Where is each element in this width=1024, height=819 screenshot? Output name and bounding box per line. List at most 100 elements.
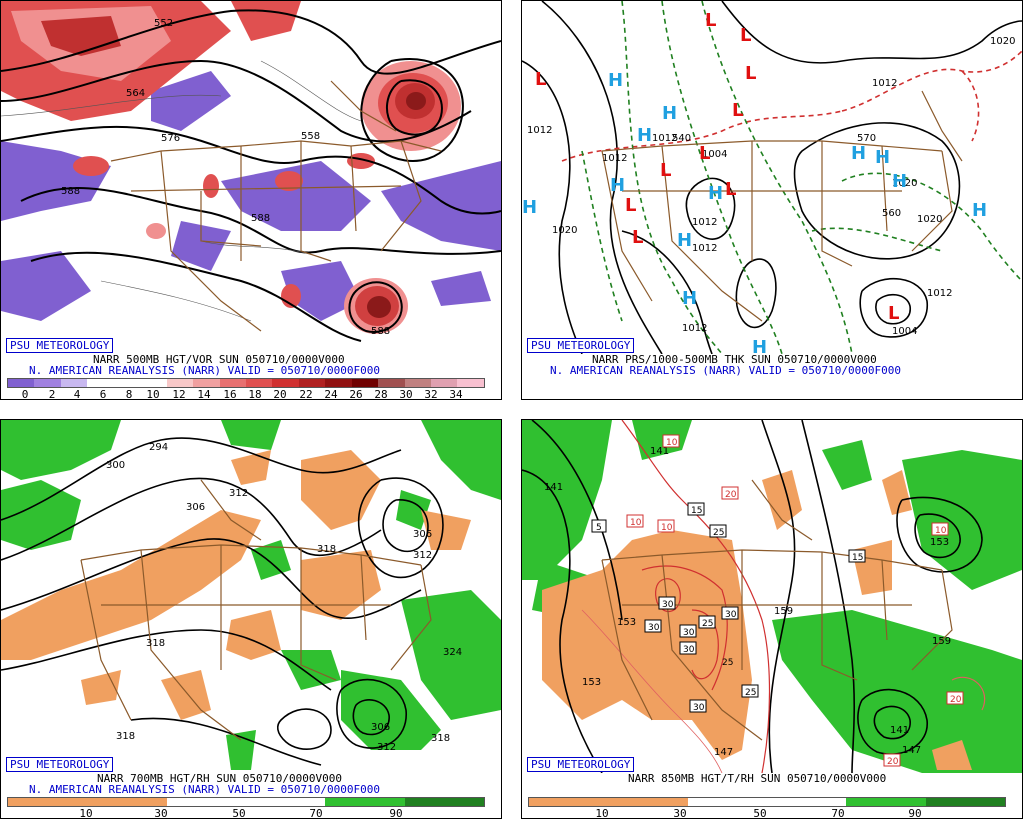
contour-label: 306 (413, 529, 432, 540)
low-marker: L (699, 143, 710, 164)
temp-label: 30 (683, 645, 695, 655)
contour-label: 153 (582, 677, 601, 688)
temp-label: 25 (713, 528, 724, 538)
low-marker: L (535, 69, 546, 90)
psu-badge: PSU METEOROLOGY (527, 338, 635, 353)
contour-label: 570 (857, 133, 876, 144)
temp-box (707, 520, 723, 532)
temp-box: 15 (848, 549, 866, 563)
contour-label: 159 (774, 606, 793, 617)
temp-label: 25 (702, 619, 713, 629)
panel-500mb-vorticity: 552 564 558 588 588 576 588 PSU METEOROL… (0, 0, 502, 400)
temp-label: 5 (596, 523, 602, 533)
contour-label: 1012 (927, 288, 952, 299)
temp-box: 25 (709, 524, 727, 538)
contour-label: 588 (371, 326, 390, 337)
rh700-contour-labels: 294 300 306 312 318 306 312 318 324 318 … (106, 442, 462, 753)
colorbar-label: 14 (197, 388, 211, 400)
contour-label: 1012 (692, 243, 717, 254)
temp-label: 10 (935, 526, 947, 536)
colorbar-label: 28 (374, 388, 388, 400)
high-marker: H (851, 143, 866, 164)
panel-850mb-temp: 141 141 153 159 153 147 147 141 153 159 … (521, 419, 1023, 819)
low-pressure-markers: L L L L L L L L L L L (535, 10, 899, 324)
colorbar-label: 30 (154, 807, 168, 819)
temp-box: 10 (626, 514, 644, 528)
colorbar-label: 70 (831, 807, 845, 819)
high-marker: H (610, 175, 625, 196)
panel-mslp-thickness: 1020 1012 1012 1012 1004 1012 1012 1020 … (521, 0, 1023, 400)
contour-label: 1012 (602, 153, 627, 164)
contour-label: 318 (146, 638, 165, 649)
contour-label: 560 (882, 208, 901, 219)
colorbar-label: 24 (324, 388, 338, 400)
contour-label: 588 (61, 186, 80, 197)
colorbar-label: 30 (399, 388, 413, 400)
psu-badge: PSU METEOROLOGY (6, 338, 114, 353)
low-marker: L (732, 100, 743, 121)
contour-label: 564 (126, 88, 145, 99)
rh700-map: 294 300 306 312 318 306 312 318 324 318 … (1, 420, 501, 773)
temp-label: 30 (725, 610, 737, 620)
contour-label: 1012 (872, 78, 897, 89)
low-marker: L (888, 303, 899, 324)
temp-label: 20 (887, 757, 899, 767)
temp-box: 20 (946, 691, 964, 705)
low-marker: L (625, 195, 636, 216)
contour-label: 306 (371, 722, 390, 733)
contour-label: 1020 (990, 36, 1015, 47)
contour-label: 141 (650, 446, 669, 457)
temp-box: 30 (644, 619, 662, 633)
colorbar-label: 6 (99, 388, 107, 400)
colorbar-label: 4 (73, 388, 81, 400)
psu-badge: PSU METEOROLOGY (527, 757, 635, 772)
contour-label: 1020 (552, 225, 577, 236)
mslp-contour-labels: 1020 1012 1012 1012 1004 1012 1012 1020 … (527, 36, 1015, 337)
temp-box: 30 (721, 606, 739, 620)
contour-label: 306 (186, 502, 205, 513)
contour-label: 318 (116, 731, 135, 742)
contour-label: 1020 (917, 214, 942, 225)
contour-label: 558 (301, 131, 320, 142)
panel-700mb-rh: 294 300 306 312 318 306 312 318 324 318 … (0, 419, 502, 819)
high-pressure-markers: H H H H H H H H H H H H H (522, 70, 987, 354)
contour-label: 141 (544, 482, 563, 493)
contour-label: 1012 (692, 217, 717, 228)
colorbar-label: 34 (449, 388, 463, 400)
temp-box: 5 (591, 519, 607, 533)
temp-box: 30 (658, 596, 676, 610)
vorticity-map: 552 564 558 588 588 576 588 (1, 1, 501, 354)
temp-label: 10 (661, 523, 673, 533)
contour-label: 552 (154, 18, 173, 29)
temp-box: 30 (679, 624, 697, 638)
high-marker: H (875, 147, 890, 168)
temp-box: 20 (883, 753, 901, 767)
temp-label: 30 (662, 600, 674, 610)
contour-label: 1012 (682, 323, 707, 334)
reanalysis-line: N. AMERICAN REANALYSIS (NARR) VALID = 05… (29, 783, 380, 796)
contour-label: 159 (932, 636, 951, 647)
colorbar-label: 70 (309, 807, 323, 819)
contour-label: 153 (617, 617, 636, 628)
low-marker: L (740, 25, 751, 46)
rh700-colorbar (7, 797, 485, 807)
contour-label: 141 (890, 725, 909, 736)
low-marker: L (745, 63, 756, 84)
contour-label: 1020 (892, 178, 917, 189)
temp-box: 25 (741, 684, 759, 698)
colorbar-label: 90 (389, 807, 403, 819)
high-marker: H (522, 197, 537, 218)
temp-box: 30 (689, 699, 707, 713)
psu-badge: PSU METEOROLOGY (6, 757, 114, 772)
contour-label: 147 (714, 747, 733, 758)
temp-box: 25 (722, 658, 733, 668)
temp-label: 15 (691, 506, 702, 516)
contour-label: 300 (106, 460, 125, 471)
high-marker: H (892, 171, 907, 192)
high-marker: H (752, 337, 767, 354)
mslp-map: 1020 1012 1012 1012 1004 1012 1012 1020 … (522, 1, 1022, 354)
t850-colorbar (528, 797, 1006, 807)
product-title: NARR 500MB HGT/VOR SUN 050710/0000V000 (93, 353, 345, 366)
contour-label: 324 (443, 647, 462, 658)
t850-map: 141 141 153 159 153 147 147 141 153 159 … (522, 420, 1022, 773)
